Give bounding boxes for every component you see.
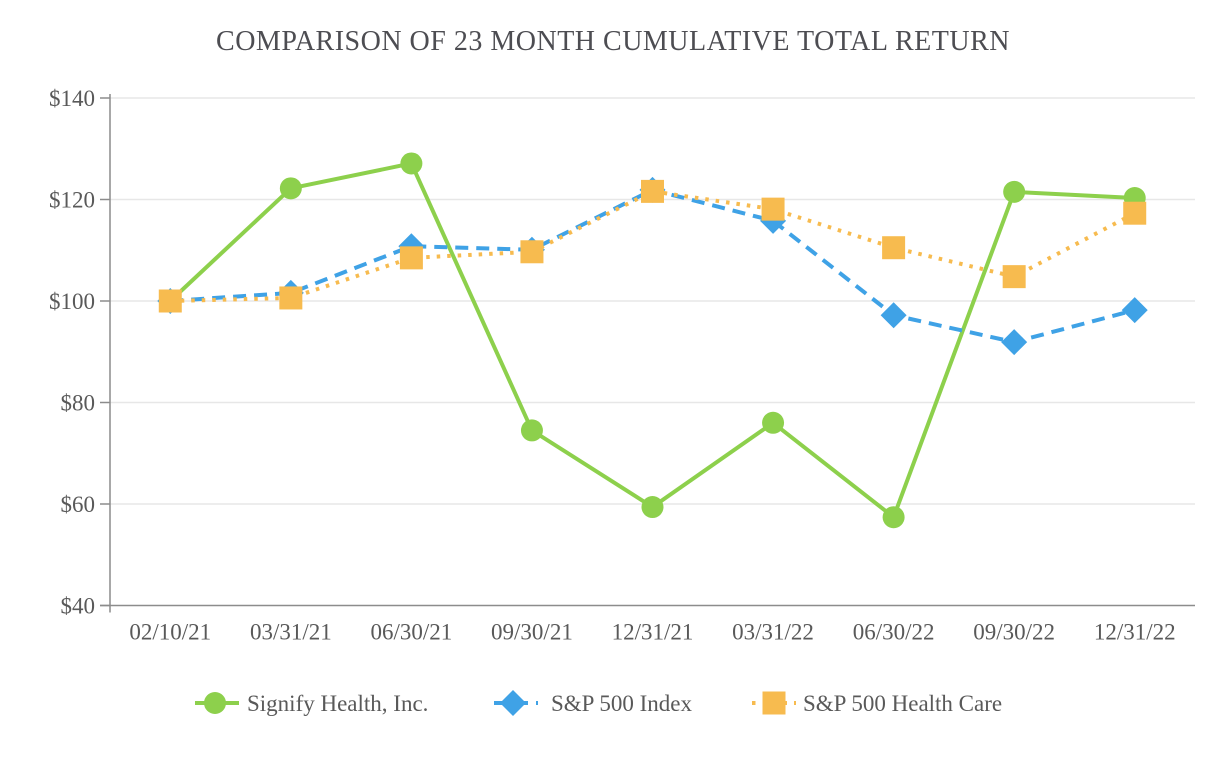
marker-sp500-index [1121, 297, 1148, 324]
x-tick-label: 12/31/22 [1094, 620, 1176, 645]
marker-signify-health [520, 419, 543, 442]
marker-sp500-health-care [158, 289, 182, 313]
x-tick-label: 06/30/21 [370, 620, 452, 645]
x-tick-label: 06/30/22 [853, 620, 935, 645]
y-tick-label: $80 [61, 391, 96, 416]
marker-sp500-health-care [520, 240, 544, 264]
x-tick-label: 12/31/21 [612, 620, 694, 645]
marker-sp500-health-care [279, 286, 303, 310]
x-tick-label: 03/31/22 [732, 620, 814, 645]
marker-signify-health [400, 152, 423, 175]
marker-sp500-health-care [1123, 201, 1147, 225]
y-tick-label: $100 [49, 289, 95, 314]
series-line-sp500-index [170, 187, 1136, 345]
marker-sp500-health-care [882, 236, 906, 260]
marker-sp500-health-care [641, 179, 664, 203]
x-tick-label: 02/10/21 [129, 620, 211, 645]
legend-marker-sp500-health-care [762, 691, 786, 715]
legend-label-sp500-health-care: S&P 500 Health Care [803, 691, 1002, 716]
y-tick-label: $120 [49, 188, 95, 213]
marker-sp500-index [880, 302, 907, 329]
legend-label-signify-health: Signify Health, Inc. [247, 691, 428, 716]
x-tick-label: 03/31/21 [250, 620, 332, 645]
x-tick-label: 09/30/21 [491, 620, 573, 645]
series-line-sp500-health-care [170, 189, 1136, 303]
legend-label-sp500-index: S&P 500 Index [551, 691, 692, 716]
marker-signify-health [641, 496, 664, 519]
chart-title: COMPARISON OF 23 MONTH CUMULATIVE TOTAL … [216, 26, 1010, 57]
marker-sp500-index [1001, 329, 1028, 356]
marker-signify-health [882, 506, 905, 529]
series-line-signify-health [168, 161, 1135, 521]
marker-sp500-health-care [761, 197, 785, 221]
marker-signify-health [762, 411, 785, 434]
marker-signify-health [1003, 180, 1026, 203]
marker-sp500-health-care [1002, 265, 1026, 289]
legend-marker-sp500-index [500, 690, 526, 716]
marker-sp500-health-care [399, 246, 423, 270]
y-tick-label: $60 [61, 492, 96, 517]
y-tick-label: $140 [49, 86, 95, 111]
y-tick-label: $40 [61, 594, 96, 619]
marker-signify-health [279, 177, 302, 200]
x-tick-label: 09/30/22 [973, 620, 1055, 645]
legend-marker-signify-health [204, 692, 226, 714]
